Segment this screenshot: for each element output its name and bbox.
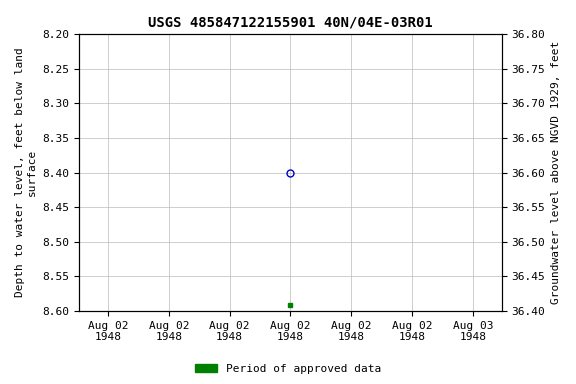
Y-axis label: Groundwater level above NGVD 1929, feet: Groundwater level above NGVD 1929, feet: [551, 41, 561, 304]
Legend: Period of approved data: Period of approved data: [191, 359, 385, 379]
Title: USGS 485847122155901 40N/04E-03R01: USGS 485847122155901 40N/04E-03R01: [148, 15, 433, 29]
Y-axis label: Depth to water level, feet below land
surface: Depth to water level, feet below land su…: [15, 48, 37, 298]
